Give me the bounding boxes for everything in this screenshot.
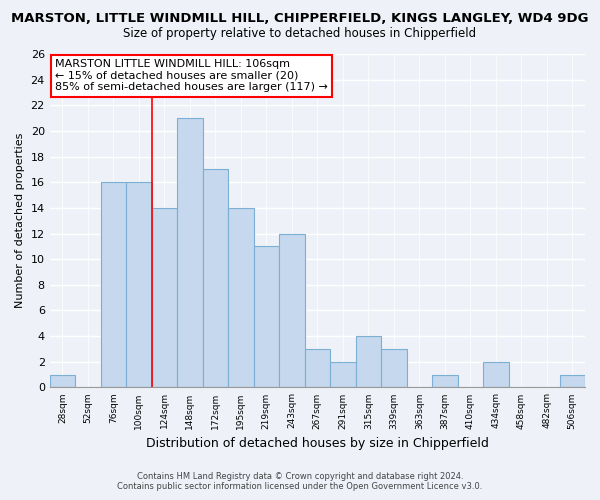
Bar	[483, 362, 509, 388]
Bar	[279, 234, 305, 388]
Bar	[228, 208, 254, 388]
Text: MARSTON LITTLE WINDMILL HILL: 106sqm
← 15% of detached houses are smaller (20)
8: MARSTON LITTLE WINDMILL HILL: 106sqm ← 1…	[55, 59, 328, 92]
Text: Contains HM Land Registry data © Crown copyright and database right 2024.
Contai: Contains HM Land Registry data © Crown c…	[118, 472, 482, 491]
Bar	[203, 170, 228, 388]
Bar	[152, 208, 177, 388]
Bar	[50, 374, 75, 388]
Bar	[126, 182, 152, 388]
Text: Size of property relative to detached houses in Chipperfield: Size of property relative to detached ho…	[124, 28, 476, 40]
Bar	[254, 246, 279, 388]
Bar	[177, 118, 203, 388]
Bar	[432, 374, 458, 388]
X-axis label: Distribution of detached houses by size in Chipperfield: Distribution of detached houses by size …	[146, 437, 489, 450]
Bar	[330, 362, 356, 388]
Bar	[356, 336, 381, 388]
Text: MARSTON, LITTLE WINDMILL HILL, CHIPPERFIELD, KINGS LANGLEY, WD4 9DG: MARSTON, LITTLE WINDMILL HILL, CHIPPERFI…	[11, 12, 589, 26]
Bar	[101, 182, 126, 388]
Y-axis label: Number of detached properties: Number of detached properties	[15, 133, 25, 308]
Bar	[305, 349, 330, 388]
Bar	[381, 349, 407, 388]
Bar	[560, 374, 585, 388]
